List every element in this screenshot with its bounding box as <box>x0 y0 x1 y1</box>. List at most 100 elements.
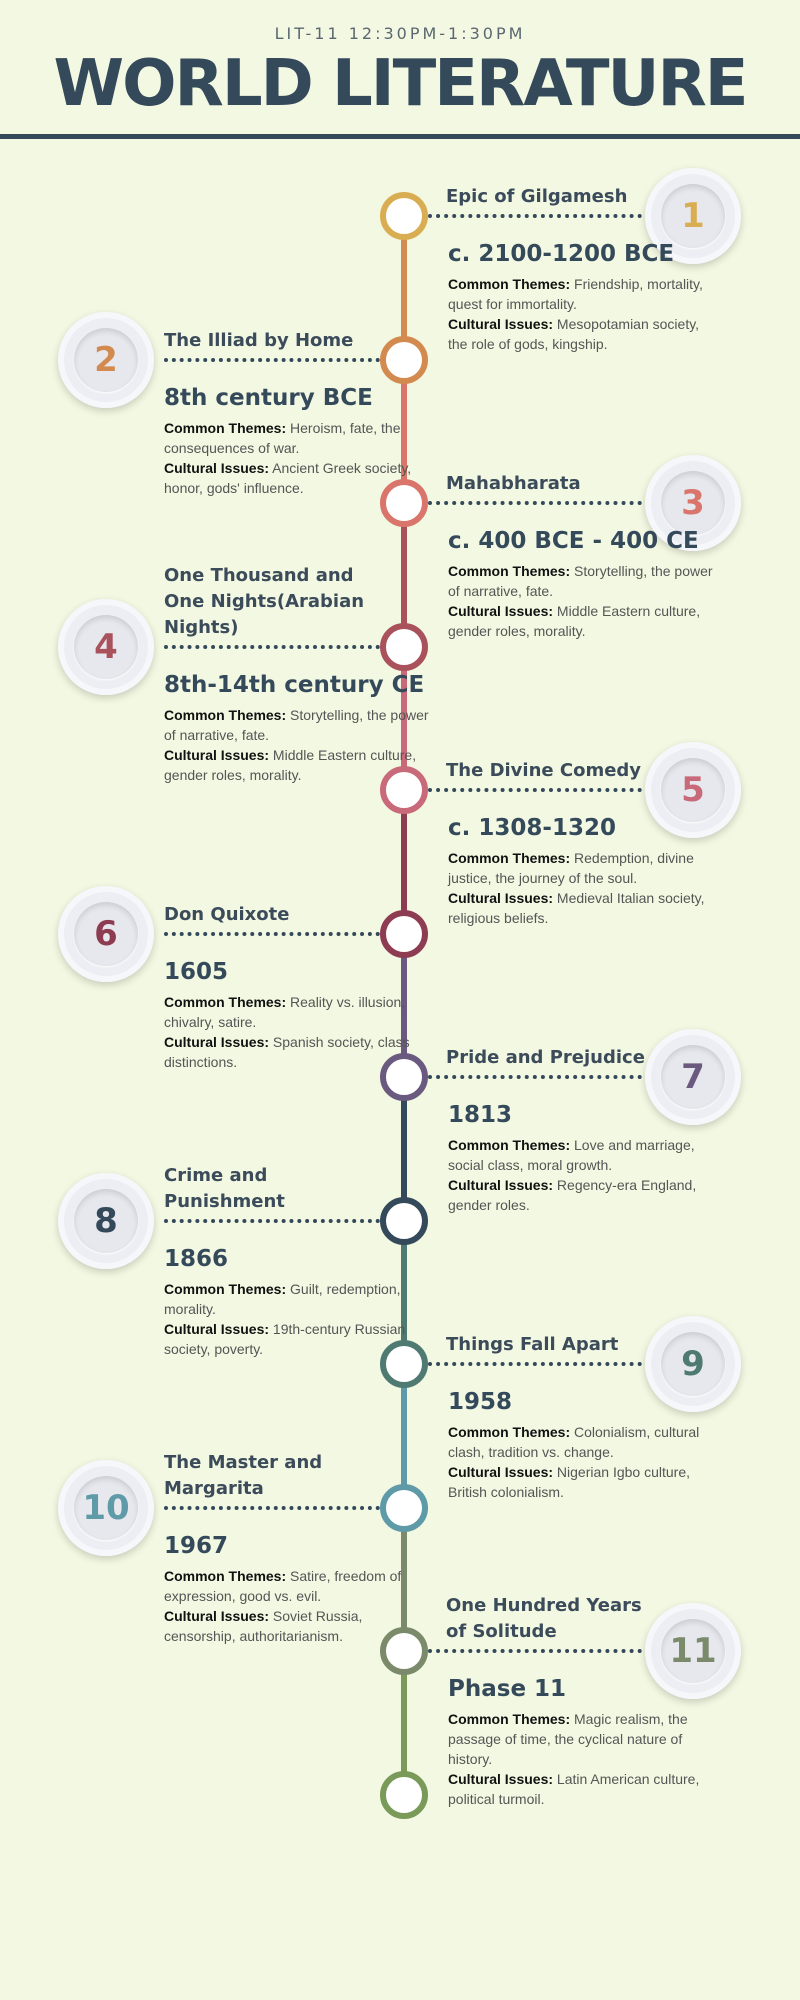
common-themes-label: Common Themes: <box>448 563 571 579</box>
step-number: 1 <box>661 184 725 248</box>
step-number-badge: 2 <box>58 311 154 408</box>
common-themes: Common Themes: Guilt, redemption, morali… <box>164 1279 429 1319</box>
step-number: 9 <box>661 1332 725 1396</box>
common-themes: Common Themes: Reality vs. illusion, chi… <box>164 992 429 1032</box>
work-title: The Illiad by Home <box>164 329 354 351</box>
step-number-badge: 1 <box>645 168 741 264</box>
work-details: c. 400 BCE - 400 CE Common Themes: Storyt… <box>448 527 713 641</box>
common-themes-text: Redemption, divine justice, the journey … <box>448 850 694 886</box>
dotted-connector <box>428 214 650 218</box>
cultural-issues-label: Cultural Issues: <box>448 890 554 906</box>
cultural-issues-text: Regency-era England, gender roles. <box>448 1177 697 1213</box>
common-themes: Common Themes: Colonialism, cultural cla… <box>448 1422 713 1462</box>
work-title: Epic of Gilgamesh <box>446 186 628 207</box>
work-details: c. 1308-1320 Common Themes: Redemption, d… <box>448 814 713 928</box>
common-themes: Common Themes: Storytelling, the power o… <box>448 561 713 601</box>
work-date: c. 2100-1200 BCE <box>448 241 675 267</box>
common-themes-label: Common Themes: <box>164 1280 287 1297</box>
work-date: 1605 <box>164 958 229 985</box>
cultural-issues: Cultural Issues: 19th-century Russian so… <box>164 1319 429 1359</box>
step-number: 2 <box>74 327 138 392</box>
cultural-issues-text: Nigerian Igbo culture, British coloniali… <box>448 1464 690 1500</box>
step-number: 11 <box>661 1619 725 1683</box>
work-date: 8th-14th century CE <box>164 671 425 698</box>
timeline-node <box>380 1340 428 1388</box>
step-number-badge: 7 <box>645 1029 741 1125</box>
common-themes-text: Reality vs. illusion, chivalry, satire. <box>164 993 406 1030</box>
timeline-line-segment <box>401 216 407 360</box>
common-themes-label: Common Themes: <box>448 850 571 866</box>
course-subtitle: LIT-11 12:30PM-1:30PM <box>274 24 526 43</box>
step-number-badge: 11 <box>645 1603 741 1699</box>
common-themes-text: Storytelling, the power of narrative, fa… <box>164 706 429 743</box>
cultural-issues-label: Cultural Issues: <box>448 1177 554 1193</box>
common-themes-text: Heroism, fate, the consequences of war. <box>164 419 401 456</box>
work-title: Things Fall Apart <box>446 1334 619 1355</box>
timeline-node <box>380 1053 428 1101</box>
cultural-issues: Cultural Issues: Ancient Greek society, … <box>164 458 429 498</box>
work-details: 8th-14th century CE Common Themes: Storyt… <box>164 671 429 785</box>
work-title: Pride and Prejudice <box>446 1047 645 1068</box>
timeline-node <box>380 622 428 671</box>
common-themes-label: Common Themes: <box>448 1137 571 1153</box>
step-number-badge: 5 <box>645 742 741 838</box>
common-themes-label: Common Themes: <box>164 1567 287 1584</box>
common-themes-text: Colonialism, cultural clash, tradition v… <box>448 1424 700 1460</box>
dotted-connector <box>428 1649 650 1653</box>
common-themes: Common Themes: Heroism, fate, the conseq… <box>164 418 429 458</box>
header-divider <box>0 134 800 139</box>
dotted-connector <box>428 1362 650 1366</box>
timeline-node <box>380 1483 428 1532</box>
step-number-badge: 9 <box>645 1316 741 1412</box>
cultural-issues-label: Cultural Issues: <box>164 746 270 763</box>
cultural-issues-label: Cultural Issues: <box>448 316 554 332</box>
cultural-issues-text: Medieval Italian society, religious beli… <box>448 890 705 926</box>
work-title: Crime and Punishment <box>164 1164 285 1212</box>
common-themes: Common Themes: Redemption, divine justic… <box>448 848 713 888</box>
work-date: 1866 <box>164 1245 229 1272</box>
step-number: 5 <box>661 758 725 822</box>
cultural-issues: Cultural Issues: Middle Eastern culture,… <box>164 745 429 785</box>
cultural-issues-label: Cultural Issues: <box>164 1607 270 1624</box>
cultural-issues: Cultural Issues: Regency-era England, ge… <box>448 1175 713 1215</box>
timeline-node <box>380 766 428 814</box>
timeline-line-segment <box>401 503 407 647</box>
step-number: 4 <box>74 614 138 679</box>
dotted-connector <box>164 357 380 362</box>
common-themes-text: Storytelling, the power of narrative, fa… <box>448 563 713 599</box>
cultural-issues: Cultural Issues: Medieval Italian societ… <box>448 888 713 928</box>
common-themes: Common Themes: Magic realism, the passag… <box>448 1709 713 1769</box>
step-number-badge: 8 <box>58 1172 154 1269</box>
cultural-issues-text: Ancient Greek society, honor, gods' infl… <box>164 459 412 496</box>
work-title: The Master and Margarita <box>164 1451 323 1499</box>
work-date: 1813 <box>448 1102 513 1128</box>
dotted-connector <box>164 1505 380 1510</box>
work-title: One Thousand and One Nights(Arabian Nigh… <box>164 564 365 638</box>
work-title: Don Quixote <box>164 903 290 925</box>
step-number: 8 <box>74 1188 138 1253</box>
work-date: 1967 <box>164 1532 229 1559</box>
timeline-node <box>380 479 428 527</box>
step-number: 3 <box>661 471 725 535</box>
step-number: 7 <box>661 1045 725 1109</box>
timeline-node <box>380 335 428 384</box>
timeline-line-segment <box>401 1220 407 1364</box>
timeline-line-segment <box>401 790 407 934</box>
work-details: 1605 Common Themes: Reality vs. illusion,… <box>164 958 429 1072</box>
cultural-issues: Cultural Issues: Soviet Russia, censorsh… <box>164 1606 429 1646</box>
timeline-line-segment <box>401 1651 407 1795</box>
timeline-node <box>380 909 428 958</box>
work-date: 1958 <box>448 1389 513 1415</box>
cultural-issues-label: Cultural Issues: <box>448 603 554 619</box>
cultural-issues-text: Spanish society, class distinctions. <box>164 1033 410 1070</box>
step-number-badge: 10 <box>58 1459 154 1556</box>
step-number-badge: 3 <box>645 455 741 551</box>
cultural-issues-label: Cultural Issues: <box>448 1464 554 1480</box>
cultural-issues: Cultural Issues: Nigerian Igbo culture, … <box>448 1462 713 1502</box>
cultural-issues-label: Cultural Issues: <box>164 1320 270 1337</box>
common-themes-label: Common Themes: <box>164 706 287 723</box>
common-themes-label: Common Themes: <box>448 276 571 292</box>
common-themes-label: Common Themes: <box>448 1424 571 1440</box>
dotted-connector <box>164 931 380 936</box>
timeline-line-segment <box>401 1364 407 1508</box>
